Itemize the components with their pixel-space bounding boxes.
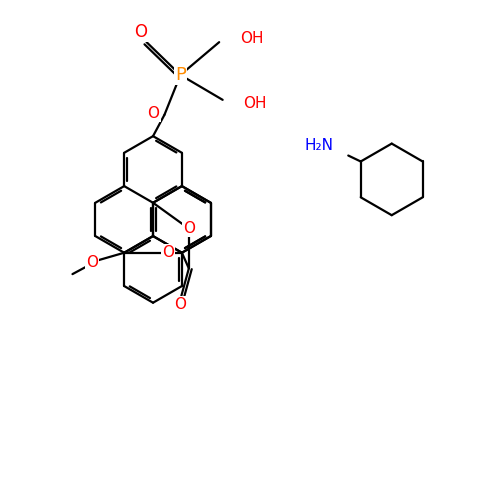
Text: O: O [134,23,147,41]
Text: O: O [183,221,195,236]
Text: OH: OH [240,30,264,46]
Text: P: P [175,66,186,84]
Text: H₂N: H₂N [304,138,334,153]
Text: O: O [174,297,186,312]
Text: O: O [86,255,99,270]
Text: OH: OH [244,96,267,112]
Text: O: O [162,245,174,260]
Text: O: O [148,106,160,122]
